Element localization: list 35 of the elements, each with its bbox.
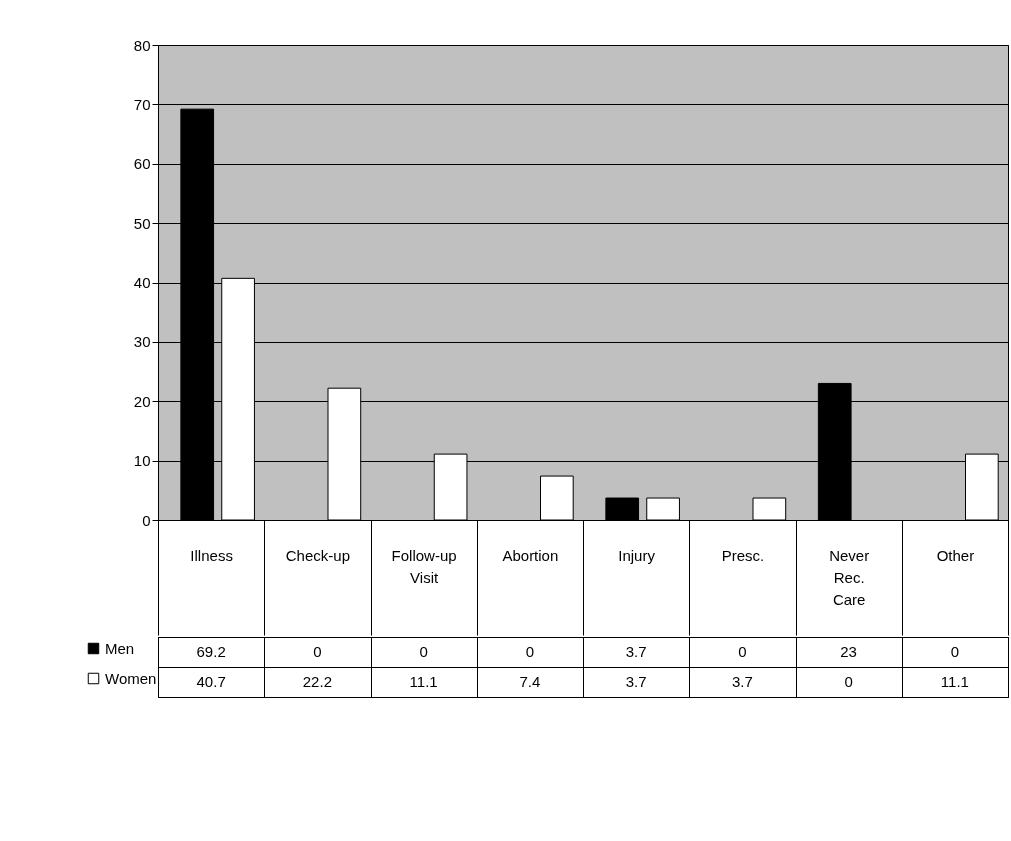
data-label: 22.2 <box>302 673 332 690</box>
data-label: 0 <box>738 643 747 660</box>
legend-label: Women <box>105 669 157 687</box>
x-tick-label: Abortion <box>502 547 559 564</box>
y-tick-label: 10 <box>133 452 151 470</box>
data-label: 11.1 <box>940 673 969 690</box>
x-tick-label: Never Rec. Care <box>829 547 870 608</box>
data-label: 3.7 <box>625 643 647 660</box>
y-tick-label: 60 <box>133 155 151 173</box>
data-label: 0 <box>950 643 960 660</box>
data-label: 3.7 <box>731 673 753 690</box>
y-tick-label: 40 <box>133 274 151 291</box>
y-tick-label: 70 <box>133 95 151 113</box>
x-tick-label: Presc. <box>721 547 765 564</box>
y-tick-label: 0 <box>142 511 151 529</box>
x-tick-label: Injury <box>618 547 656 564</box>
x-tick-label: Other <box>936 547 975 564</box>
y-tick-label: 50 <box>133 214 151 232</box>
data-label: 0 <box>419 643 428 660</box>
x-tick-label: Illness <box>190 547 233 564</box>
data-label: 0 <box>313 643 322 660</box>
y-tick-label: 80 <box>133 36 151 54</box>
data-label: 7.4 <box>519 673 541 690</box>
legend-label: Men <box>105 639 135 657</box>
data-label: 69.2 <box>196 643 226 660</box>
y-tick-label: 30 <box>133 333 151 351</box>
data-label: 3.7 <box>625 673 647 690</box>
y-tick-label: 20 <box>133 392 151 410</box>
data-label: 0 <box>844 673 853 690</box>
data-label: 23 <box>840 643 857 660</box>
x-tick-label: Follow-up Visit <box>391 547 457 586</box>
x-tick-label: Check-up <box>285 547 350 564</box>
data-label: 40.7 <box>196 673 226 690</box>
data-label: 0 <box>525 643 535 660</box>
data-label: 11.1 <box>409 673 438 690</box>
